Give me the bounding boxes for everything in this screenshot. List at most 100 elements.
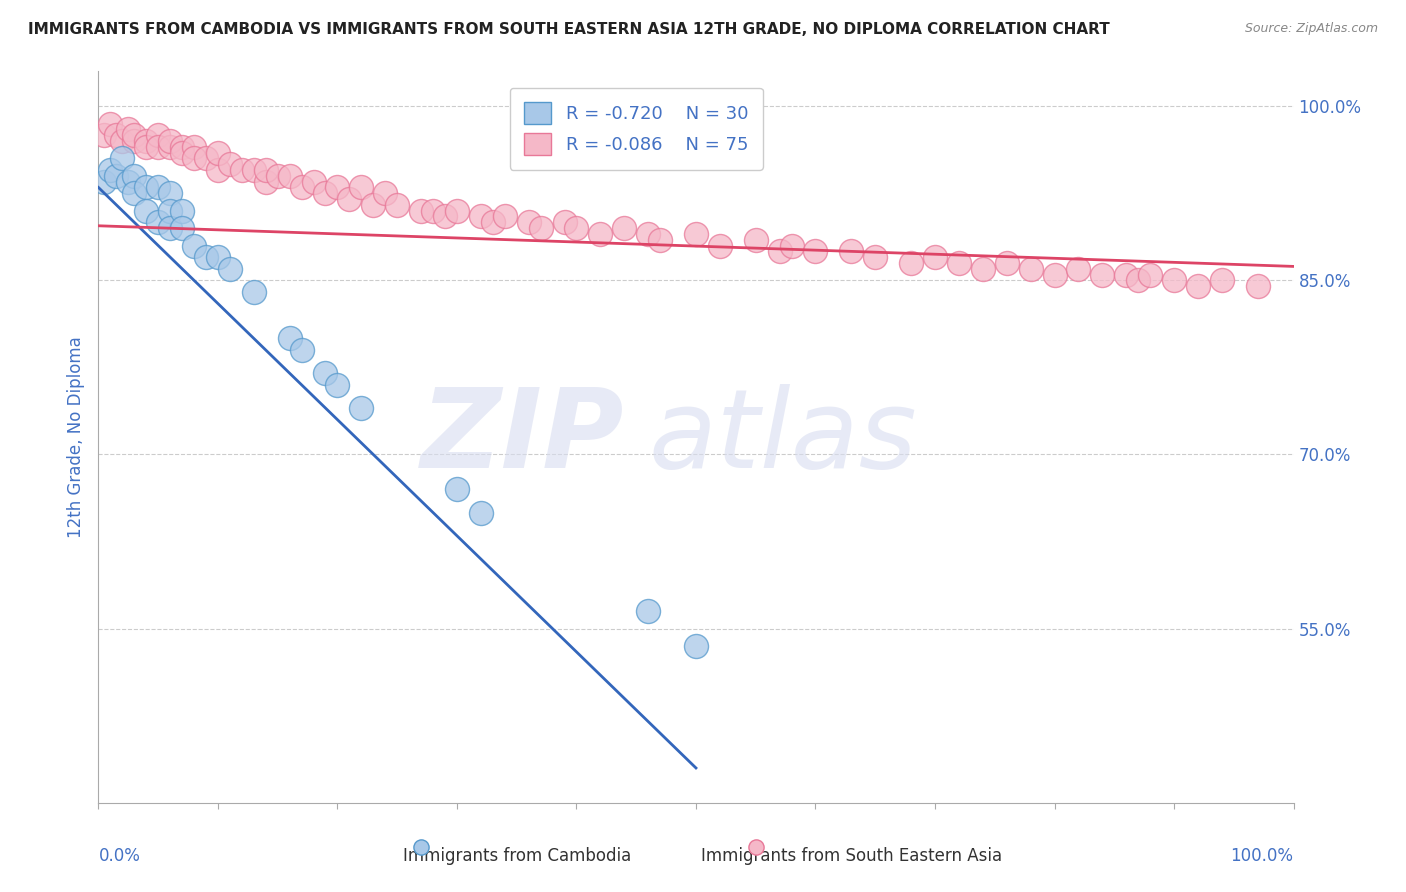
Point [195,250,218,264]
Point [350,180,373,194]
Point [172,221,194,235]
Text: 100.0%: 100.0% [1230,847,1294,864]
Point [159,203,181,218]
Point [422,203,444,218]
Point [685,227,707,241]
Point [446,203,468,218]
Point [648,233,672,247]
Point [291,180,314,194]
Point [363,198,385,212]
Point [1139,268,1161,282]
Point [1043,268,1066,282]
Point [135,134,157,148]
Point [254,175,277,189]
Point [148,180,170,194]
Point [972,261,994,276]
Point [243,163,266,178]
Point [172,203,194,218]
Text: Immigrants from South Eastern Asia: Immigrants from South Eastern Asia [700,847,1002,864]
Point [1019,261,1042,276]
Point [207,163,229,178]
Point [841,244,863,259]
Point [1163,273,1185,287]
Point [159,186,181,201]
Point [1247,279,1270,293]
Point [411,203,433,218]
Point [339,192,361,206]
Point [470,210,492,224]
Point [709,238,731,252]
Y-axis label: 12th Grade, No Diploma: 12th Grade, No Diploma [66,336,84,538]
Point [470,506,492,520]
Point [780,238,803,252]
Point [98,163,122,178]
Point [159,134,181,148]
Point [111,152,134,166]
Point [1115,268,1137,282]
Point [1211,273,1233,287]
Point [159,140,181,154]
Point [995,256,1018,270]
Point [124,169,146,183]
Point [745,233,768,247]
Point [865,250,887,264]
Point [804,244,827,259]
Point [135,180,157,194]
Point [374,186,396,201]
Point [243,285,266,299]
Point [231,163,253,178]
Point [207,145,229,160]
Point [494,210,516,224]
Point [434,210,457,224]
Point [315,186,337,201]
Point [111,134,134,148]
Text: ZIP: ZIP [420,384,624,491]
Text: Immigrants from Cambodia: Immigrants from Cambodia [402,847,631,864]
Point [446,483,468,497]
Point [105,169,128,183]
Point [148,128,170,143]
Point [1128,273,1150,287]
Point [93,128,115,143]
Point [1091,268,1114,282]
Point [291,343,314,357]
Point [554,215,576,229]
Point [98,117,122,131]
Point [637,227,659,241]
Point [219,261,242,276]
Point [105,128,128,143]
Point [924,250,946,264]
Point [589,227,612,241]
Legend: R = -0.720    N = 30, R = -0.086    N = 75: R = -0.720 N = 30, R = -0.086 N = 75 [510,87,762,169]
Point [183,238,205,252]
Point [124,128,146,143]
Point [637,604,659,618]
Point [254,163,277,178]
Point [278,169,301,183]
Text: Source: ZipAtlas.com: Source: ZipAtlas.com [1244,22,1378,36]
Point [326,377,349,392]
Text: 0.0%: 0.0% [98,847,141,864]
Point [124,186,146,201]
Point [326,180,349,194]
Point [135,140,157,154]
Point [135,203,157,218]
Point [172,145,194,160]
Point [315,366,337,380]
Point [350,401,373,415]
Point [1067,261,1090,276]
Point [278,331,301,345]
Point [117,122,139,136]
Point [530,221,553,235]
Point [148,140,170,154]
Point [685,639,707,653]
Point [148,215,170,229]
Point [172,140,194,154]
Text: IMMIGRANTS FROM CAMBODIA VS IMMIGRANTS FROM SOUTH EASTERN ASIA 12TH GRADE, NO DI: IMMIGRANTS FROM CAMBODIA VS IMMIGRANTS F… [28,22,1109,37]
Point [565,221,588,235]
Point [159,221,181,235]
Point [195,152,218,166]
Point [267,169,290,183]
Point [183,152,205,166]
Point [183,140,205,154]
